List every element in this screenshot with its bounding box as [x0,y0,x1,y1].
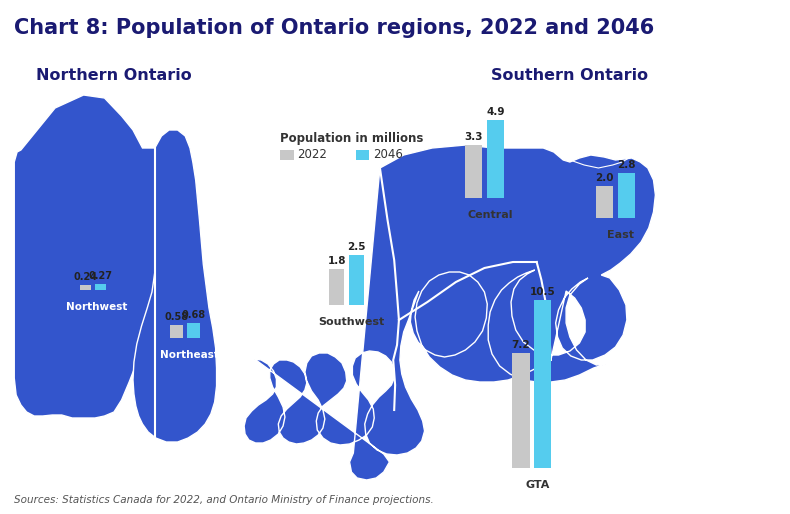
Text: 0.24: 0.24 [73,272,97,282]
Text: Northwest: Northwest [66,302,127,312]
Bar [465,145,482,198]
Bar [487,120,504,198]
Text: GTA: GTA [525,480,550,490]
Text: 2022: 2022 [297,149,327,161]
Bar [329,269,344,305]
Text: Chart 8: Population of Ontario regions, 2022 and 2046: Chart 8: Population of Ontario regions, … [14,18,654,38]
Text: 2046: 2046 [374,149,403,161]
Text: 0.68: 0.68 [182,310,206,320]
Bar [513,353,529,468]
Text: 0.58: 0.58 [164,312,189,322]
Text: Northeast: Northeast [160,350,219,360]
Polygon shape [14,95,155,418]
Text: East: East [608,230,634,240]
Bar [534,300,551,468]
Text: 2.0: 2.0 [596,173,614,183]
Text: 1.8: 1.8 [328,256,346,266]
Text: Northern Ontario: Northern Ontario [36,67,192,83]
Bar [170,325,183,338]
Text: Sources: Statistics Canada for 2022, and Ontario Ministry of Finance projections: Sources: Statistics Canada for 2022, and… [14,495,434,505]
Text: 2.5: 2.5 [348,242,366,252]
Bar [187,323,201,338]
Text: Population in millions: Population in millions [280,132,423,145]
Text: 0.27: 0.27 [88,271,113,281]
Bar [280,150,294,160]
Text: Southwest: Southwest [318,317,385,327]
Text: 2.8: 2.8 [617,160,636,170]
Bar [356,150,370,160]
Text: Southern Ontario: Southern Ontario [491,67,649,83]
Bar [596,186,613,218]
Polygon shape [244,145,656,480]
Text: 4.9: 4.9 [486,106,505,117]
Bar [95,284,107,290]
Polygon shape [133,130,216,442]
Text: 7.2: 7.2 [512,340,530,350]
Bar [618,173,635,218]
Text: 3.3: 3.3 [465,132,483,142]
Bar [80,285,91,290]
Text: Central: Central [467,210,513,220]
Bar [349,255,364,305]
Text: 10.5: 10.5 [530,287,555,297]
